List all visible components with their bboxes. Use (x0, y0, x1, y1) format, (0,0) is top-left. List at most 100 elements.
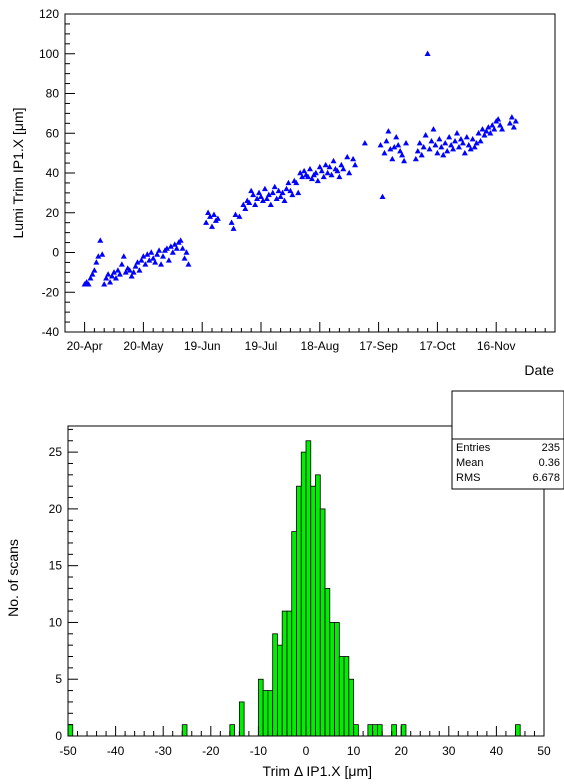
data-point (377, 141, 384, 148)
date-scatter-plot: -40 -20 0 20 40 60 80 100 120 20-Apr 20-May 19-Jun… (10, 7, 556, 378)
plot2-x-axis-label: Trim Δ IP1.X [μm] (263, 763, 372, 779)
data-point (418, 151, 425, 158)
stats-entries-value: 235 (542, 442, 560, 454)
histogram-bar (515, 724, 521, 737)
data-point (316, 163, 323, 170)
data-point (422, 132, 429, 138)
data-point (491, 126, 498, 132)
data-point (99, 251, 106, 257)
data-point (259, 197, 266, 204)
histogram-bar (353, 724, 359, 737)
histogram-bar (334, 622, 340, 737)
data-point (457, 136, 464, 142)
plot1-y-axis-label: Lumi Trim IP1.X [μm] (10, 108, 26, 239)
plot2-x-tick-label: 50 (537, 744, 551, 758)
histogram-bar (229, 724, 235, 737)
data-point (179, 245, 186, 251)
plot2-x-tick-label: -40 (107, 744, 125, 758)
data-point (250, 191, 257, 198)
data-point (489, 122, 496, 128)
plot1-x-tick-label: 18-Aug (300, 339, 339, 353)
data-point (454, 130, 460, 136)
data-point (318, 167, 325, 174)
data-point (236, 213, 243, 219)
data-point (214, 215, 221, 221)
data-point (346, 169, 353, 176)
data-point (399, 151, 406, 158)
data-point (91, 267, 98, 273)
data-point (344, 153, 351, 160)
data-point (97, 237, 104, 243)
data-point (275, 187, 282, 194)
histogram-bar (348, 678, 354, 737)
data-point (165, 257, 172, 263)
data-point (432, 141, 439, 148)
data-point (508, 114, 515, 120)
plot2-y-tick-label: 15 (49, 559, 63, 573)
data-point (163, 245, 170, 251)
plot2-y-tick-label: 10 (49, 615, 63, 629)
stats-mean-label: Mean (456, 457, 484, 469)
data-point (173, 245, 180, 251)
data-point (261, 185, 268, 192)
data-point (209, 223, 215, 229)
data-point (230, 225, 237, 231)
data-point (111, 269, 117, 275)
data-point (444, 147, 451, 154)
data-point (483, 128, 490, 134)
data-point (246, 199, 253, 206)
data-point (487, 130, 494, 136)
data-point (424, 50, 431, 56)
data-point (393, 134, 400, 140)
plot1-x-tick-label: 20-May (123, 339, 163, 353)
data-point (118, 261, 125, 267)
histogram-bar (329, 622, 335, 737)
data-point (461, 149, 468, 156)
data-point (312, 169, 319, 176)
histogram-bar (281, 610, 288, 737)
data-point (387, 145, 394, 152)
data-point (140, 253, 147, 259)
data-point (495, 116, 502, 122)
data-point (336, 173, 343, 180)
plot2-x-tick-label: 40 (490, 744, 504, 758)
data-point (324, 169, 331, 176)
data-point (285, 179, 292, 186)
data-point (287, 187, 294, 194)
histogram-bar (267, 690, 274, 737)
data-point (228, 219, 235, 225)
plot2-x-tick-label: 0 (303, 744, 310, 758)
data-point (240, 201, 247, 207)
plot1-x-tick-label: 16-Nov (477, 339, 516, 353)
data-point (112, 275, 119, 281)
data-point (248, 187, 255, 194)
plot2-x-axis: -50 -40 -30 -20 -10 0 10 20 30 40 50 (59, 726, 551, 758)
data-point (403, 139, 410, 146)
stats-box: Entries 235 Mean 0.36 RMS 6.678 (451, 390, 564, 490)
data-point (497, 122, 504, 128)
plot1-x-tick-label: 19-Jul (245, 339, 278, 353)
histogram-bar (181, 724, 188, 737)
data-point (142, 261, 149, 267)
histogram-bar (305, 440, 312, 737)
data-point (391, 143, 398, 150)
data-point (401, 157, 408, 164)
plot1-y-tick-label: -40 (42, 325, 60, 339)
data-point (148, 249, 155, 255)
plot2-x-tick-label: 20 (395, 744, 409, 758)
data-point (128, 273, 135, 279)
data-point (450, 145, 457, 152)
data-point (328, 171, 335, 178)
stats-rms-value: 6.678 (532, 472, 560, 484)
data-point (475, 130, 482, 136)
data-point (89, 271, 96, 277)
data-point (442, 139, 449, 146)
data-point (210, 211, 217, 217)
plot1-y-tick-label: 60 (46, 126, 60, 140)
data-point (440, 151, 447, 158)
plot1-x-tick-label: 17-Sep (359, 339, 398, 353)
data-point (320, 173, 327, 180)
data-point (85, 281, 92, 287)
data-point (95, 253, 102, 259)
data-point (330, 157, 337, 164)
